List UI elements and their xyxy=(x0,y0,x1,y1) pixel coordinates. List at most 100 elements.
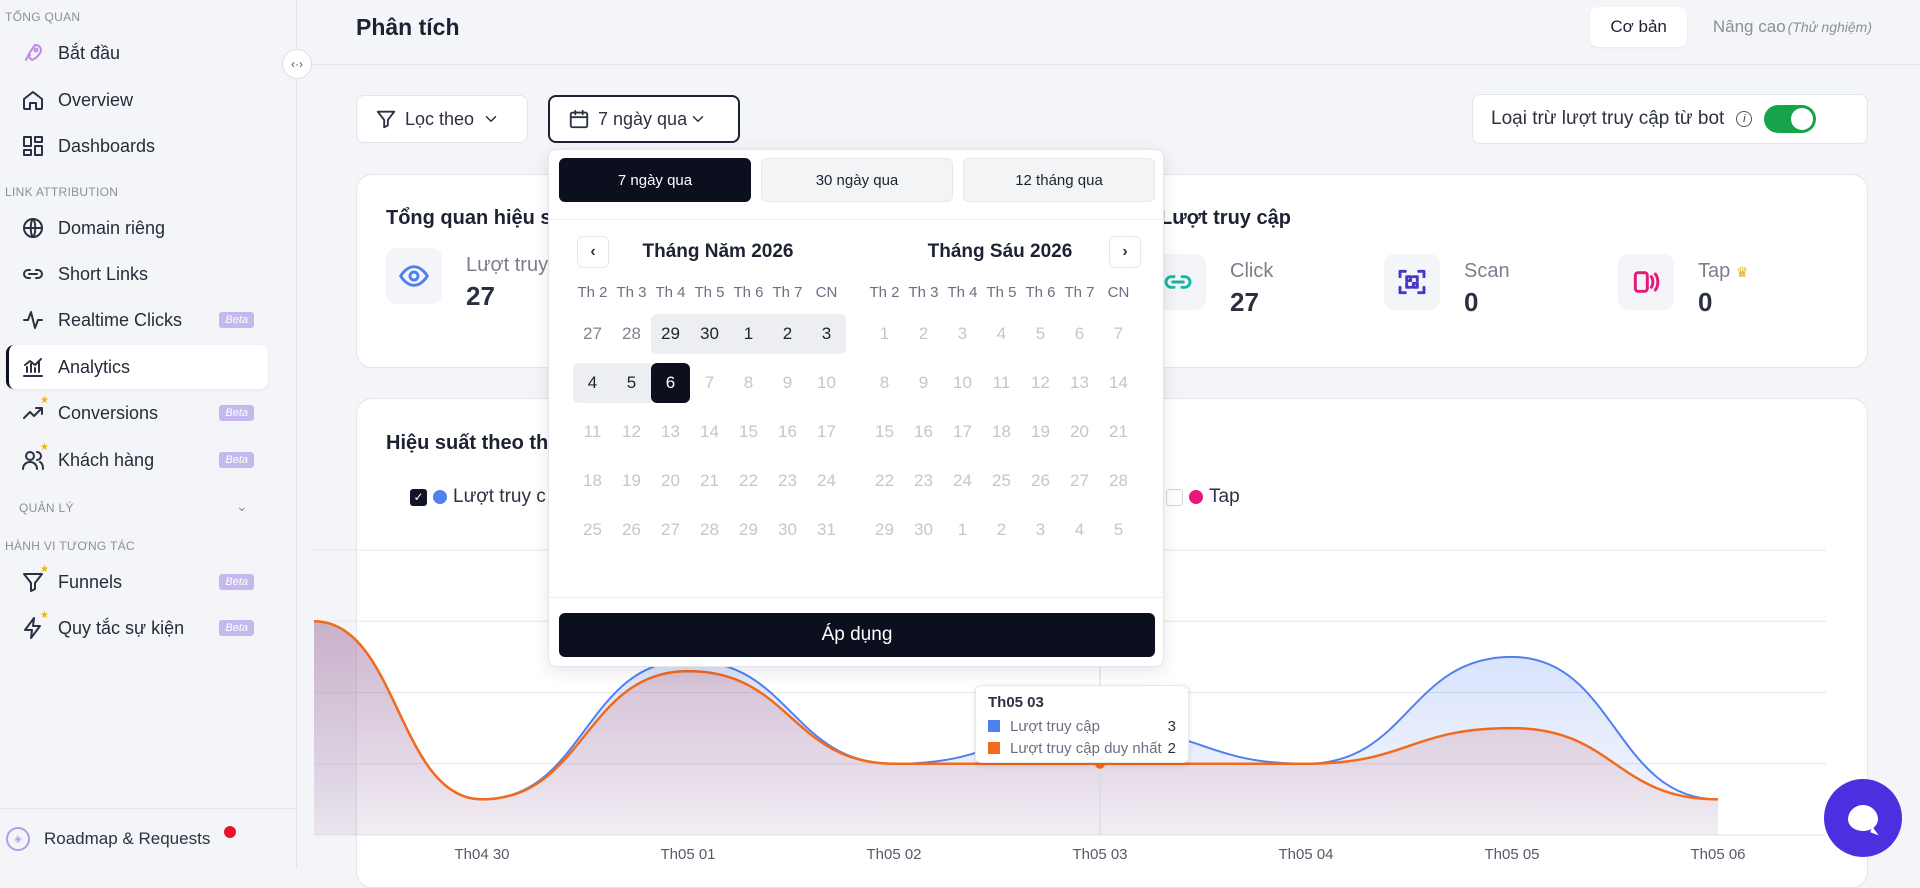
date-range-button[interactable]: 7 ngày qua xyxy=(548,95,740,143)
calendar-day[interactable]: 25 xyxy=(982,456,1021,505)
calendar-day[interactable]: 17 xyxy=(943,407,982,456)
preset-12-months[interactable]: 12 tháng qua xyxy=(963,158,1155,202)
calendar-day[interactable]: 20 xyxy=(651,456,690,505)
checkbox-unchecked-icon[interactable] xyxy=(1166,488,1183,506)
legend-tap[interactable]: Tap xyxy=(1166,486,1240,508)
roadmap-link[interactable]: ◈ Roadmap & Requests xyxy=(0,808,297,869)
calendar-day[interactable]: 19 xyxy=(1021,407,1060,456)
calendar-day[interactable]: 23 xyxy=(904,456,943,505)
calendar-day[interactable]: 29 xyxy=(651,309,690,358)
sidebar-collapse-button[interactable]: ‹·› xyxy=(282,49,312,79)
calendar-day[interactable]: 6 xyxy=(651,358,690,407)
calendar-day[interactable]: 8 xyxy=(865,358,904,407)
calendar-day[interactable]: 12 xyxy=(1021,358,1060,407)
filter-button[interactable]: Lọc theo xyxy=(356,95,528,143)
calendar-day[interactable]: 9 xyxy=(904,358,943,407)
calendar-day[interactable]: 3 xyxy=(1021,505,1060,554)
calendar-day[interactable]: 28 xyxy=(612,309,651,358)
calendar-day[interactable]: 30 xyxy=(904,505,943,554)
sidebar-item-conversions[interactable]: ★ Conversions Beta xyxy=(6,391,268,435)
calendar-day[interactable]: 29 xyxy=(729,505,768,554)
calendar-day[interactable]: 8 xyxy=(729,358,768,407)
calendar-day[interactable]: 7 xyxy=(1099,309,1138,358)
calendar-day[interactable]: 26 xyxy=(1021,456,1060,505)
calendar-day[interactable]: 27 xyxy=(651,505,690,554)
calendar-day[interactable]: 31 xyxy=(807,505,846,554)
calendar-day[interactable]: 12 xyxy=(612,407,651,456)
calendar-day[interactable]: 26 xyxy=(612,505,651,554)
calendar-day[interactable]: 1 xyxy=(943,505,982,554)
next-month-button[interactable]: › xyxy=(1109,236,1141,268)
info-icon[interactable]: i xyxy=(1736,111,1753,127)
sidebar-item-analytics[interactable]: Analytics xyxy=(6,345,268,389)
calendar-day[interactable]: 19 xyxy=(612,456,651,505)
calendar-day[interactable]: 1 xyxy=(729,309,768,358)
calendar-day[interactable]: 2 xyxy=(904,309,943,358)
sidebar-item-shortlinks[interactable]: Short Links xyxy=(6,252,268,296)
calendar-day[interactable]: 13 xyxy=(1060,358,1099,407)
calendar-day[interactable]: 2 xyxy=(768,309,807,358)
calendar-day[interactable]: 5 xyxy=(612,358,651,407)
calendar-day[interactable]: 11 xyxy=(982,358,1021,407)
calendar-day[interactable]: 27 xyxy=(1060,456,1099,505)
calendar-day[interactable]: 24 xyxy=(943,456,982,505)
calendar-day[interactable]: 16 xyxy=(904,407,943,456)
tab-advanced[interactable]: Nâng cao (Thử nghiệm) xyxy=(1693,7,1892,47)
calendar-day[interactable]: 9 xyxy=(768,358,807,407)
preset-7-days[interactable]: 7 ngày qua xyxy=(559,158,751,202)
calendar-day[interactable]: 25 xyxy=(573,505,612,554)
preset-30-days[interactable]: 30 ngày qua xyxy=(761,158,953,202)
calendar-day[interactable]: 18 xyxy=(982,407,1021,456)
calendar-day[interactable]: 21 xyxy=(690,456,729,505)
sidebar-item-funnels[interactable]: ★ Funnels Beta xyxy=(6,560,268,604)
calendar-day[interactable]: 2 xyxy=(982,505,1021,554)
calendar-day[interactable]: 20 xyxy=(1060,407,1099,456)
chat-button[interactable] xyxy=(1824,779,1902,857)
calendar-day[interactable]: 15 xyxy=(865,407,904,456)
sidebar-item-customers[interactable]: ★ Khách hàng Beta xyxy=(6,438,268,482)
calendar-day[interactable]: 1 xyxy=(865,309,904,358)
calendar-day[interactable]: 10 xyxy=(807,358,846,407)
calendar-day[interactable]: 18 xyxy=(573,456,612,505)
exclude-bot-toggle[interactable] xyxy=(1764,105,1817,133)
tab-basic[interactable]: Cơ bản xyxy=(1590,7,1687,47)
calendar-day[interactable]: 29 xyxy=(865,505,904,554)
calendar-day[interactable]: 14 xyxy=(690,407,729,456)
calendar-day[interactable]: 5 xyxy=(1099,505,1138,554)
legend-visits[interactable]: ✓ Lượt truy c xyxy=(410,486,546,508)
calendar-day[interactable]: 17 xyxy=(807,407,846,456)
sidebar-item-event-rules[interactable]: ★ Quy tắc sự kiện Beta xyxy=(6,606,268,650)
sidebar-item-overview[interactable]: Overview xyxy=(6,78,268,122)
calendar-day[interactable]: 13 xyxy=(651,407,690,456)
calendar-day[interactable]: 21 xyxy=(1099,407,1138,456)
sidebar-item-start[interactable]: Bắt đầu xyxy=(6,31,268,75)
calendar-day[interactable]: 28 xyxy=(690,505,729,554)
calendar-day[interactable]: 14 xyxy=(1099,358,1138,407)
calendar-day[interactable]: 5 xyxy=(1021,309,1060,358)
calendar-day[interactable]: 28 xyxy=(1099,456,1138,505)
calendar-day[interactable]: 24 xyxy=(807,456,846,505)
calendar-day[interactable]: 23 xyxy=(768,456,807,505)
calendar-day[interactable]: 3 xyxy=(943,309,982,358)
calendar-day[interactable]: 4 xyxy=(573,358,612,407)
calendar-day[interactable]: 27 xyxy=(573,309,612,358)
prev-month-button[interactable]: ‹ xyxy=(577,236,609,268)
sidebar-item-realtime[interactable]: Realtime Clicks Beta xyxy=(6,298,268,342)
apply-button[interactable]: Áp dụng xyxy=(559,613,1155,657)
calendar-day[interactable]: 6 xyxy=(1060,309,1099,358)
sidebar-item-dashboards[interactable]: Dashboards xyxy=(6,124,268,168)
calendar-day[interactable]: 11 xyxy=(573,407,612,456)
checkbox-checked-icon[interactable]: ✓ xyxy=(410,488,427,506)
calendar-day[interactable]: 4 xyxy=(1060,505,1099,554)
calendar-day[interactable]: 3 xyxy=(807,309,846,358)
calendar-day[interactable]: 22 xyxy=(729,456,768,505)
calendar-day[interactable]: 7 xyxy=(690,358,729,407)
calendar-day[interactable]: 15 xyxy=(729,407,768,456)
calendar-day[interactable]: 30 xyxy=(690,309,729,358)
sidebar-item-domain[interactable]: Domain riêng xyxy=(6,206,268,250)
calendar-day[interactable]: 4 xyxy=(982,309,1021,358)
calendar-day[interactable]: 10 xyxy=(943,358,982,407)
calendar-day[interactable]: 30 xyxy=(768,505,807,554)
chevron-down-icon[interactable]: ⌄ xyxy=(236,498,248,514)
calendar-day[interactable]: 16 xyxy=(768,407,807,456)
